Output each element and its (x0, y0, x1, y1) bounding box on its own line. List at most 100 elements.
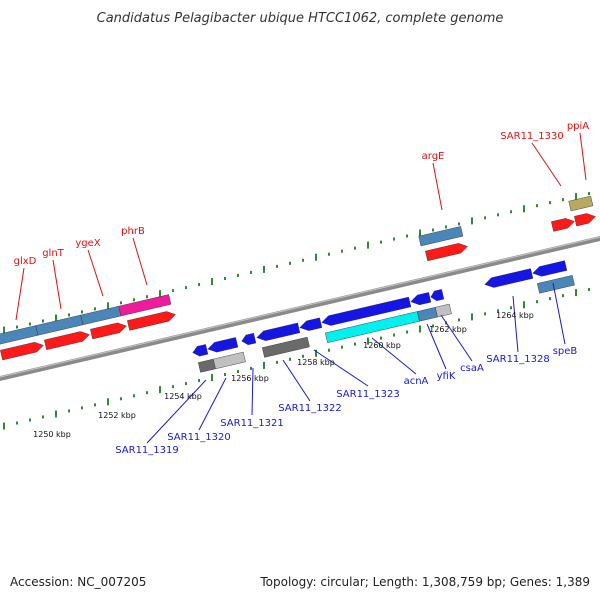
cds-fwd-argE (425, 243, 468, 262)
gene-label-glxD: glxD (14, 256, 37, 267)
gene-SAR11_1322-shape (262, 336, 310, 358)
gene-glnT-shape (35, 314, 84, 336)
leader-speB (552, 282, 566, 345)
cds-fwd-phrB (127, 311, 176, 331)
gene-speB (537, 275, 575, 294)
gene-phrB (118, 294, 172, 317)
gene-label-argE: argE (422, 151, 445, 162)
gene-speB-shape (537, 275, 575, 294)
cds-fwd-glnT-shape (44, 331, 90, 350)
leader-acnA (371, 337, 417, 375)
gene-label-SAR11_1320: SAR11_1320 (167, 432, 231, 443)
cds-rev-SAR11_1323 (321, 296, 412, 326)
scale-label-1250: 1250 kbp (33, 430, 71, 439)
scale-label-1264: 1264 kbp (496, 311, 534, 320)
leader-SAR11_1320 (198, 377, 227, 431)
gene-label-ppiA: ppiA (567, 121, 589, 132)
cds-fwd-ygeX-shape (90, 322, 127, 340)
cds-fwd-glxD-shape (0, 342, 44, 361)
accession-label: Accession: NC_007205 (10, 575, 146, 589)
cds-rev-SAR11_1321-shape (241, 333, 257, 346)
gene-label-glnT: glnT (42, 248, 64, 259)
gene-ppiA-shape (568, 195, 594, 212)
gene-label-speB: speB (553, 346, 578, 357)
cds-rev-SAR11_1328-shape (484, 268, 534, 288)
scale-label-1252: 1252 kbp (98, 411, 136, 420)
gene-features (0, 195, 596, 373)
gene-label-SAR11_1322: SAR11_1322 (278, 403, 342, 414)
leader-glnT (52, 259, 62, 310)
genome-summary: Topology: circular; Length: 1,308,759 bp… (259, 575, 590, 589)
leader-glxD (15, 267, 25, 321)
leader-SAR11_1321 (251, 367, 254, 416)
cds-fwd-ppiA-shape (574, 213, 596, 227)
cds-fwd-SAR11_1330-shape (551, 218, 575, 232)
gene-label-SAR11_1323: SAR11_1323 (336, 389, 400, 400)
leader-phrB (132, 237, 148, 286)
label-leaders (15, 132, 587, 444)
gene-SAR11_1322 (262, 336, 310, 358)
gene-label-SAR11_1321: SAR11_1321 (220, 418, 284, 429)
gene-csaA-shape (435, 303, 452, 318)
cds-rev-SAR11_1319-shape (192, 344, 209, 357)
gene-SAR11_1320-shape (213, 351, 246, 370)
gene-SAR11_1319-shape (198, 358, 216, 373)
gene-csaA (435, 303, 452, 318)
gene-argE-shape (418, 226, 464, 247)
gene-ppiA (568, 195, 594, 212)
cds-rev-SAR11_1323-shape (321, 296, 412, 326)
cds-rev-SAR11_1323a (299, 317, 323, 331)
scale-label-1262: 1262 kbp (429, 325, 467, 334)
gene-label-yfiK: yfiK (437, 371, 456, 382)
gene-label-ygeX: ygeX (75, 238, 100, 249)
scale-label-1258: 1258 kbp (297, 358, 335, 367)
cds-rev-acnA-shape (410, 292, 432, 306)
gene-ygeX (80, 305, 122, 326)
cds-rev-speB-shape (532, 260, 568, 277)
cds-fwd-phrB-shape (127, 311, 176, 331)
gene-label-SAR11_1330: SAR11_1330 (500, 131, 564, 142)
cds-rev-yfiK (430, 289, 445, 302)
leader-argE (432, 162, 443, 211)
leader-SAR11_1328 (512, 295, 519, 353)
backbone-highlight (0, 236, 600, 378)
cds-fwd-glxD (0, 342, 44, 361)
gene-yfiK-shape (417, 307, 438, 322)
cds-rev-SAR11_1322-shape (256, 322, 301, 341)
cds-fwd-glnT (44, 331, 90, 350)
cds-rev-acnA (410, 292, 432, 306)
gene-phrB-shape (118, 294, 172, 317)
cds-fwd-SAR11_1330 (551, 218, 575, 232)
gene-glnT (35, 314, 84, 336)
cds-rev-SAR11_1328 (484, 268, 534, 288)
gene-argE (418, 226, 464, 247)
cds-rev-SAR11_1319 (192, 344, 209, 357)
gene-label-phrB: phrB (121, 226, 145, 237)
cds-fwd-0 (0, 351, 1, 362)
gene-ygeX-shape (80, 305, 122, 326)
forward-gene-labels: glxD glnT ygeX phrB argE SAR11_1330 ppiA (14, 121, 590, 267)
cds-rev-SAR11_1321 (241, 333, 257, 346)
gene-label-SAR11_1328: SAR11_1328 (486, 354, 550, 365)
tick-marks (3, 192, 590, 430)
gene-yfiK (417, 307, 438, 322)
reverse-gene-labels: SAR11_1319 SAR11_1320 SAR11_1321 SAR11_1… (115, 346, 577, 456)
genome-title: Candidatus Pelagibacter ubique HTCC1062,… (97, 11, 504, 26)
cds-rev-speB (532, 260, 568, 277)
leader-SAR11_1323 (313, 349, 369, 387)
cds-rev-SAR11_1320 (207, 337, 239, 353)
cds-rev-SAR11_1323a-shape (299, 317, 323, 331)
leader-csaA (440, 314, 473, 362)
cds-fwd-ygeX (90, 322, 127, 340)
gene-label-acnA: acnA (404, 376, 429, 387)
scale-label-1256: 1256 kbp (231, 374, 269, 383)
leader-SAR11_1319 (146, 379, 207, 444)
leader-ygeX (87, 249, 104, 297)
scale-label-1260: 1260 kbp (363, 341, 401, 350)
cds-rev-yfiK-shape (430, 289, 445, 302)
leader-SAR11_1330 (531, 142, 562, 187)
gene-label-csaA: csaA (460, 363, 484, 374)
leader-ppiA (579, 132, 587, 181)
scale-labels: 1250 kbp 1252 kbp 1254 kbp 1256 kbp 1258… (33, 311, 534, 439)
